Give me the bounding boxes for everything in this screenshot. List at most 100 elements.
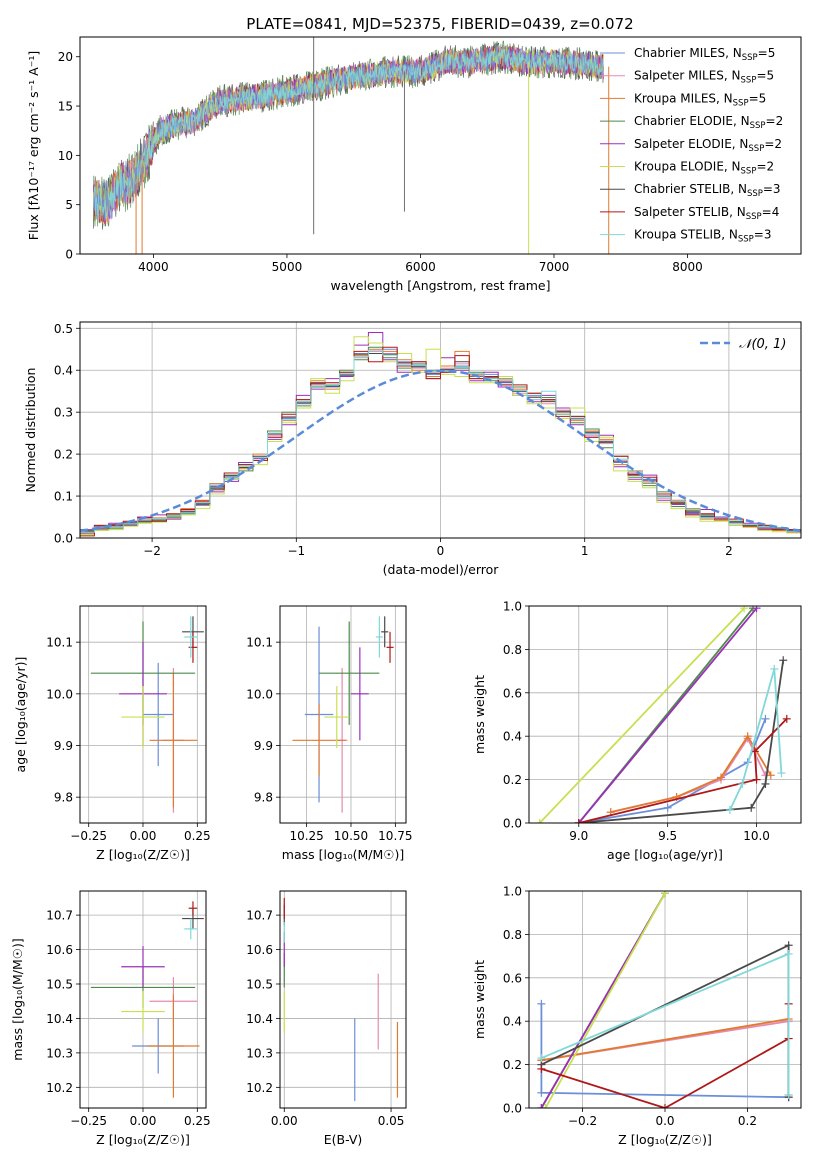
x-tick-label: 10.25	[289, 829, 323, 843]
x-tick-label: 0.00	[130, 829, 157, 843]
x-tick-label: −0.25	[70, 1114, 107, 1128]
y-tick-label: 10.6	[246, 943, 273, 957]
y-tick-label: 0.1	[54, 490, 73, 504]
weight-series	[578, 607, 758, 823]
legend-label: Chabrier ELODIE, N	[634, 114, 750, 128]
legend-sub: SSP	[748, 144, 764, 154]
axes-frame	[528, 605, 802, 824]
legend-sub: SSP	[750, 121, 766, 131]
legend-entry: 𝒩(0, 1)	[739, 337, 786, 352]
legend-label: Kroupa STELIB, N	[634, 228, 738, 242]
weight-series	[578, 660, 785, 823]
y-tick-label: 1.0	[503, 600, 522, 614]
x-tick-label: 10.75	[378, 829, 412, 843]
y-tick-label: 10.7	[246, 909, 273, 923]
y-tick-label: 9.8	[54, 791, 73, 805]
legend-label: Chabrier STELIB, N	[634, 182, 747, 196]
y-tick-label: 10.0	[46, 687, 73, 701]
gaussian-curve	[80, 369, 801, 532]
x-tick-label: −2	[143, 544, 161, 558]
legend-eq: =3	[763, 182, 781, 196]
legend-eq: =5	[756, 69, 774, 83]
y-axis-label: mass weight	[472, 960, 487, 1039]
legend-entry: Salpeter MILES, NSSP=5	[634, 69, 774, 86]
legend-sub: SSP	[738, 235, 754, 245]
x-axis-label: Z [log₁₀(Z/Z☉)]	[96, 1132, 190, 1147]
x-tick-label: −1	[287, 544, 305, 558]
y-tick-label: 10.3	[46, 1046, 73, 1060]
y-tick-label: 0.8	[503, 643, 522, 657]
axes-frame	[279, 605, 407, 824]
age-vs-metallicity-panel: −0.25 0.00 0.25 9.8 9.9 10.0 10.1 Z [log₁₀(Z/Z☉…	[13, 605, 211, 862]
legend-entry: Chabrier MILES, NSSP=5	[634, 46, 775, 63]
legend-eq: =4	[762, 205, 780, 219]
y-tick-label: 5	[65, 198, 73, 212]
plot-area	[283, 897, 399, 1102]
y-tick-label: 0.4	[503, 1015, 522, 1029]
y-tick-label: 20	[58, 50, 73, 64]
legend-label: Salpeter STELIB, N	[634, 205, 746, 219]
plot-area	[90, 616, 204, 813]
y-tick-label: 15	[58, 100, 73, 114]
legend-entry: Kroupa STELIB, NSSP=3	[634, 228, 772, 245]
x-axis-label: age [log₁₀(age/yr)]	[607, 847, 723, 862]
legend-sub: SSP	[733, 98, 749, 108]
y-tick-label: 10.4	[46, 1012, 73, 1026]
y-axis-label: age [log₁₀(age/yr)]	[13, 657, 28, 773]
axes-frame	[528, 890, 802, 1109]
weight-series	[610, 734, 772, 813]
y-tick-label: 9.8	[254, 791, 273, 805]
residuals-panel: −2 −1 0 1 2 0.0 0.1 0.2 0.3 0.4 0.5 (data-model)/er…	[23, 321, 802, 577]
x-tick-label: 0.25	[184, 829, 211, 843]
legend-entry: Salpeter ELODIE, NSSP=2	[634, 137, 782, 154]
legend-label: Salpeter ELODIE, N	[634, 137, 748, 151]
y-axis-label: Normed distribution	[23, 368, 38, 493]
x-tick-label: 0.2	[738, 1114, 757, 1128]
x-axis-label: Z [log₁₀(Z/Z☉)]	[96, 847, 190, 862]
legend-eq: =2	[756, 160, 774, 174]
legend-sub: SSP	[741, 76, 757, 86]
x-tick-label: 0.25	[184, 1114, 211, 1128]
x-tick-label: 9.5	[658, 829, 677, 843]
y-tick-label: 0.5	[54, 322, 73, 336]
legend-eq: =2	[766, 114, 784, 128]
x-tick-label: 0	[437, 544, 445, 558]
x-axis-label: Z [log₁₀(Z/Z☉)]	[618, 1132, 712, 1147]
plot-area	[80, 332, 801, 538]
legend-label: Chabrier MILES, N	[634, 46, 742, 60]
x-tick-label: 2	[725, 544, 733, 558]
legend-sub: SSP	[746, 212, 762, 222]
plot-area	[93, 37, 610, 254]
x-tick-label: 5000	[272, 260, 303, 274]
legend-entry: Chabrier ELODIE, NSSP=2	[634, 114, 783, 131]
y-tick-label: 0	[65, 248, 73, 262]
y-tick-label: 0.0	[503, 817, 522, 831]
legend-entry: Chabrier STELIB, NSSP=3	[634, 182, 781, 199]
y-tick-label: 9.9	[254, 739, 273, 753]
legend-entry: Kroupa MILES, NSSP=5	[634, 91, 766, 108]
legend-sub: SSP	[741, 167, 757, 177]
x-tick-label: 0.05	[378, 1114, 405, 1128]
spectrum-panel: 4000 5000 6000 7000 8000 0 5 10 15 20 wavelength […	[26, 36, 802, 293]
legend-entry: Salpeter STELIB, NSSP=4	[634, 205, 779, 222]
x-tick-label: 6000	[405, 260, 436, 274]
x-axis-label: mass [log₁₀(M/M☉)]	[282, 847, 404, 862]
y-tick-label: 0.2	[503, 773, 522, 787]
y-tick-label: 0.6	[503, 971, 522, 985]
y-tick-label: 10.3	[246, 1046, 273, 1060]
axes-frame	[79, 321, 802, 539]
x-tick-label: −0.25	[70, 829, 107, 843]
mass-vs-ebv-panel: 0.00 0.05 10.2 10.3 10.4 10.5 10.6 10.7 E(B-V)	[246, 890, 407, 1147]
legend-label: Salpeter MILES, N	[634, 69, 741, 83]
age-vs-mass-panel: 10.25 10.50 10.75 9.8 9.9 10.0 10.1 mass [log₁₀…	[246, 605, 413, 862]
figure-title: PLATE=0841, MJD=52375, FIBERID=0439, z=0…	[246, 15, 633, 33]
y-tick-label: 10.0	[246, 687, 273, 701]
x-tick-label: −0.2	[568, 1114, 597, 1128]
plot-area	[535, 606, 791, 823]
weight-vs-age-panel: 9.0 9.5 10.0 0.0 0.2 0.4 0.6 0.8 1.0 age [log₁₀(a…	[472, 600, 802, 862]
axes-frame	[279, 890, 407, 1109]
histogram-series	[80, 349, 801, 538]
x-tick-label: 10.0	[743, 829, 770, 843]
x-axis-label: (data-model)/error	[383, 562, 500, 577]
plot-area	[90, 901, 204, 1098]
